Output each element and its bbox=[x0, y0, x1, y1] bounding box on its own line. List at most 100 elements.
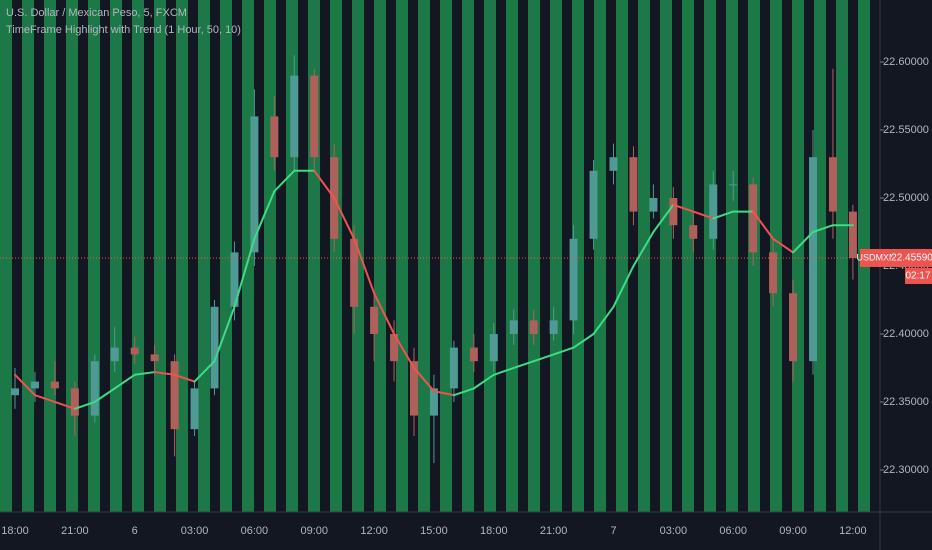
candle-body bbox=[30, 381, 39, 389]
x-tick-label: 03:00 bbox=[181, 525, 209, 537]
x-tick-label: 18:00 bbox=[1, 525, 29, 537]
candle-body bbox=[589, 170, 598, 239]
candle-body bbox=[549, 320, 558, 334]
candle-body bbox=[170, 361, 179, 430]
candle-body bbox=[529, 320, 538, 334]
stripe bbox=[726, 0, 738, 512]
stripe bbox=[572, 0, 584, 512]
stripe bbox=[418, 0, 430, 512]
candle-body bbox=[290, 75, 299, 158]
trend-line bbox=[492, 366, 515, 376]
stripe bbox=[154, 0, 166, 512]
trend-line bbox=[393, 332, 415, 369]
candle-body bbox=[469, 347, 478, 362]
candle-body bbox=[848, 211, 857, 258]
y-tick-label: 22.35000 bbox=[883, 396, 929, 408]
candle-body bbox=[370, 306, 379, 334]
trend-line bbox=[33, 394, 56, 403]
symbol-badge bbox=[860, 248, 892, 267]
trend-line bbox=[153, 371, 176, 376]
stripe bbox=[22, 0, 34, 512]
trend-line bbox=[313, 169, 336, 200]
stripe bbox=[506, 0, 518, 512]
trend-line bbox=[712, 210, 735, 220]
countdown-badge bbox=[905, 267, 932, 284]
trend-line bbox=[213, 305, 236, 363]
stripe bbox=[682, 0, 694, 512]
stripe bbox=[440, 0, 452, 512]
trend-line bbox=[432, 390, 455, 397]
stripe bbox=[176, 0, 188, 512]
trend-line bbox=[552, 346, 575, 356]
x-tick-label: 12:00 bbox=[839, 525, 867, 537]
candle-body bbox=[410, 361, 418, 416]
candle-body bbox=[110, 347, 119, 362]
stripe bbox=[462, 0, 474, 512]
trend-line bbox=[373, 292, 396, 335]
trend-line bbox=[772, 237, 795, 254]
stripe bbox=[374, 0, 386, 512]
candle-body bbox=[689, 225, 698, 239]
stripe bbox=[704, 0, 716, 512]
trend-line bbox=[233, 237, 256, 308]
x-tick-label: 09:00 bbox=[300, 525, 328, 537]
x-tick-label: 09:00 bbox=[779, 525, 807, 537]
trend-line bbox=[812, 224, 834, 233]
stripe bbox=[594, 0, 606, 512]
trend-line bbox=[73, 400, 96, 410]
stripe bbox=[748, 0, 760, 512]
trend-line bbox=[53, 400, 76, 410]
candle-body bbox=[390, 333, 399, 362]
candle-body bbox=[649, 198, 658, 212]
candle-body bbox=[569, 238, 578, 321]
trend-line bbox=[532, 353, 555, 363]
candle-body bbox=[828, 157, 837, 212]
candle-body bbox=[70, 388, 79, 416]
trend-line bbox=[353, 237, 376, 295]
candle-body bbox=[629, 157, 638, 212]
trend-line bbox=[133, 371, 156, 376]
trend-line bbox=[273, 169, 296, 193]
trend-line bbox=[333, 197, 356, 240]
stripe bbox=[132, 0, 144, 512]
stripe bbox=[198, 0, 210, 512]
x-tick-label: 03:00 bbox=[660, 525, 688, 537]
stripe bbox=[0, 0, 12, 512]
stripe bbox=[242, 0, 254, 512]
candle-body bbox=[11, 388, 19, 396]
candle-body bbox=[310, 75, 319, 158]
countdown-label: 02:17 bbox=[905, 271, 930, 282]
candle-body bbox=[130, 347, 139, 355]
stripe bbox=[396, 0, 408, 512]
trend-line bbox=[612, 264, 635, 308]
trend-line bbox=[692, 210, 715, 220]
x-tick-label: 6 bbox=[132, 525, 138, 537]
trend-line bbox=[592, 305, 615, 335]
trend-line bbox=[792, 230, 814, 254]
y-tick-label: 22.55000 bbox=[883, 124, 929, 136]
plot bbox=[0, 55, 880, 464]
candle-body bbox=[350, 238, 359, 307]
stripe bbox=[616, 0, 628, 512]
time-axis bbox=[0, 512, 932, 550]
trend-line bbox=[413, 366, 435, 393]
stripe bbox=[660, 0, 672, 512]
candle-body bbox=[210, 306, 219, 389]
stripe bbox=[88, 0, 100, 512]
indicator-title: TimeFrame Highlight with Trend (1 Hour, … bbox=[6, 24, 241, 36]
x-tick-label: 06:00 bbox=[241, 525, 269, 537]
trend-line bbox=[113, 373, 136, 390]
candle-body bbox=[509, 320, 518, 334]
candle-body bbox=[709, 184, 718, 239]
candle-body bbox=[230, 252, 239, 307]
candle-body bbox=[150, 354, 159, 362]
y-tick-label: 22.40000 bbox=[883, 328, 929, 340]
candle-body bbox=[669, 198, 678, 226]
candle-body bbox=[489, 333, 498, 362]
trend-line bbox=[452, 387, 475, 397]
price-label: 22.45590 bbox=[891, 253, 932, 264]
trend-line bbox=[472, 373, 495, 390]
candle-body bbox=[729, 184, 738, 186]
trend-line bbox=[512, 360, 535, 369]
